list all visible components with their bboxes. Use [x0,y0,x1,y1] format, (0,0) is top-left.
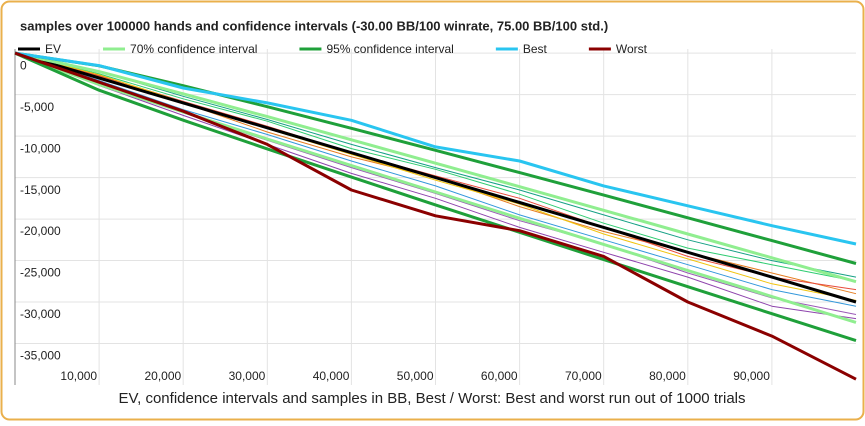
y-tick-label: -25,000 [20,266,61,280]
y-tick-label: -5,000 [20,100,54,114]
series-line [14,51,857,304]
x-tick-label: 40,000 [313,369,350,383]
y-tick-label: -20,000 [20,224,61,238]
chart-title: samples over 100000 hands and confidence… [20,18,608,33]
x-tick-label: 90,000 [733,369,770,383]
x-tick-label: 60,000 [481,369,518,383]
y-tick-label: -30,000 [20,307,61,321]
y-tick-label: 0 [20,58,27,72]
x-tick-label: 30,000 [229,369,266,383]
series-line [14,51,857,246]
caption: EV, confidence intervals and samples in … [119,390,746,407]
y-tick-label: -35,000 [20,349,61,363]
series-line [14,51,857,343]
sample-line [14,52,857,320]
legend-label: EV [45,42,61,56]
y-tick-label: -15,000 [20,183,61,197]
x-tick-label: 50,000 [397,369,434,383]
x-tick-label: 80,000 [649,369,686,383]
sample-line [14,52,857,301]
legend-label: Best [523,42,548,56]
sample-line [14,52,857,278]
x-tick-label: 70,000 [565,369,602,383]
y-tick-label: -10,000 [20,141,61,155]
series-line [14,51,857,381]
x-tick-label: 20,000 [144,369,181,383]
legend-label: 70% confidence interval [130,42,257,56]
sample-line [14,52,857,282]
legend-label: 95% confidence interval [326,42,453,56]
sample-line [14,52,857,307]
x-tick-label: 10,000 [60,369,97,383]
legend-label: Worst [616,42,648,56]
series-line [14,51,857,284]
